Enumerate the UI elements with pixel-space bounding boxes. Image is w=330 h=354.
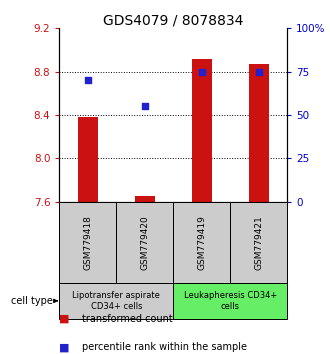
Title: GDS4079 / 8078834: GDS4079 / 8078834 [103, 13, 244, 27]
Point [85, 78, 90, 83]
Text: GSM779418: GSM779418 [83, 215, 92, 270]
Bar [173, 283, 287, 319]
Text: transformed count: transformed count [82, 314, 173, 324]
Bar [135, 196, 155, 202]
Point [199, 69, 204, 75]
Bar [59, 283, 173, 319]
Text: ■: ■ [59, 314, 70, 324]
Bar [173, 202, 230, 283]
Bar [230, 202, 287, 283]
Text: GSM779421: GSM779421 [254, 215, 263, 270]
Text: GSM779419: GSM779419 [197, 215, 206, 270]
Text: cell type: cell type [11, 296, 53, 306]
Bar [249, 64, 269, 202]
Text: Leukapheresis CD34+
cells: Leukapheresis CD34+ cells [183, 291, 277, 310]
Text: percentile rank within the sample: percentile rank within the sample [82, 342, 248, 352]
Point [142, 103, 148, 109]
Text: GSM779420: GSM779420 [140, 215, 149, 270]
Bar [78, 117, 98, 202]
Bar [59, 202, 116, 283]
Bar [116, 202, 173, 283]
Bar [192, 59, 212, 202]
Text: ■: ■ [59, 342, 70, 352]
Text: Lipotransfer aspirate
CD34+ cells: Lipotransfer aspirate CD34+ cells [72, 291, 160, 310]
Point [256, 69, 261, 75]
